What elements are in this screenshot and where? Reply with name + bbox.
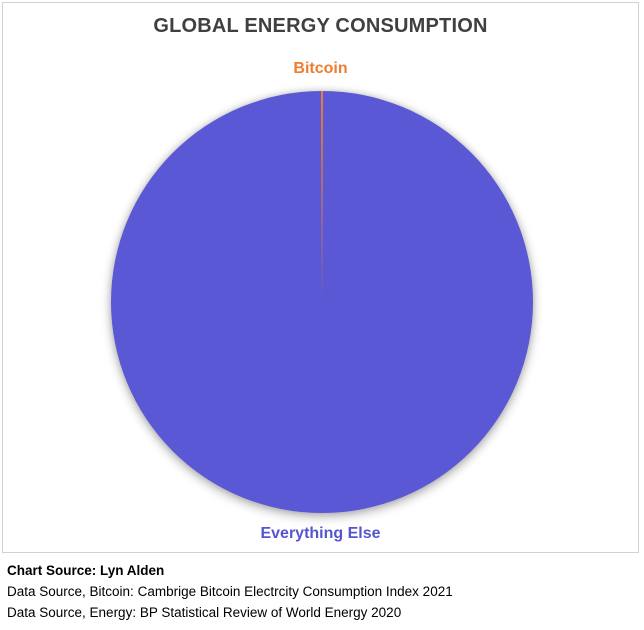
- data-source-energy-line: Data Source, Energy: BP Statistical Revi…: [7, 605, 402, 620]
- pie-chart-svg: [111, 91, 533, 513]
- chart-frame: GLOBAL ENERGY CONSUMPTION Bitcoin Everyt…: [2, 2, 639, 553]
- chart-title: GLOBAL ENERGY CONSUMPTION: [153, 15, 488, 37]
- chart-source-line: Chart Source: Lyn Alden: [7, 563, 165, 578]
- bitcoin-slice: [321, 91, 323, 302]
- pie-chart: [111, 91, 533, 513]
- everything-else-slice-label: Everything Else: [260, 525, 381, 542]
- bitcoin-slice-label: Bitcoin: [293, 60, 348, 77]
- source-notes: Chart Source: Lyn Alden Data Source, Bit…: [7, 560, 453, 623]
- data-source-bitcoin-line: Data Source, Bitcoin: Cambrige Bitcoin E…: [7, 584, 453, 599]
